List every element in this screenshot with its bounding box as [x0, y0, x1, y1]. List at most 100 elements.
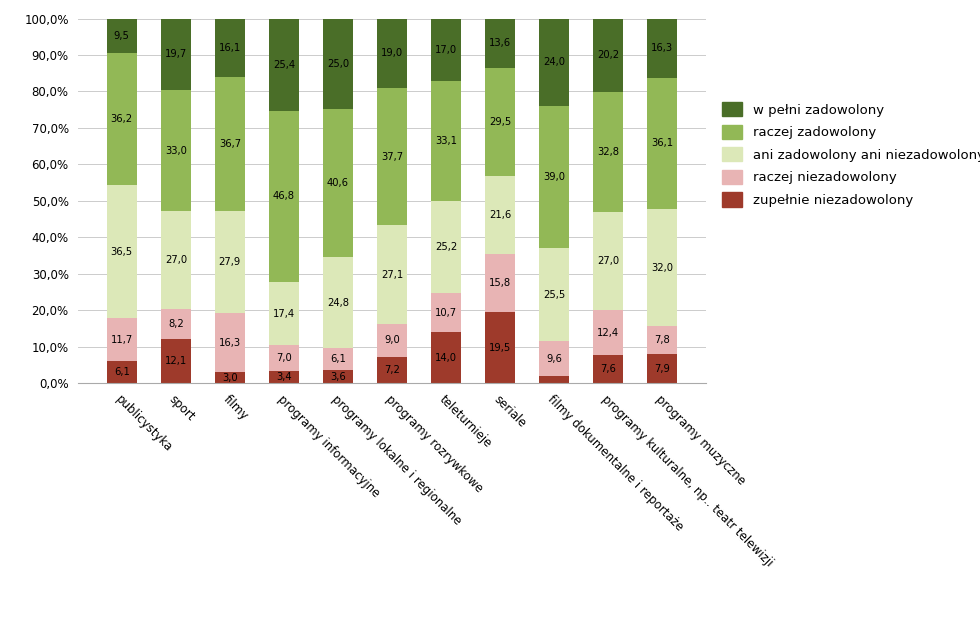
Bar	[431, 19, 461, 80]
Bar	[593, 92, 623, 212]
Bar	[539, 106, 569, 248]
Text: 7,0: 7,0	[276, 353, 292, 363]
Bar	[323, 109, 353, 257]
Bar	[270, 345, 299, 371]
Bar	[593, 212, 623, 310]
Text: 3,4: 3,4	[276, 372, 292, 382]
Text: 14,0: 14,0	[435, 353, 457, 363]
Text: 9,0: 9,0	[384, 336, 400, 345]
Text: 27,9: 27,9	[219, 257, 241, 267]
Bar	[485, 176, 514, 255]
Text: 7,8: 7,8	[655, 335, 670, 345]
Bar	[648, 18, 677, 78]
Bar	[539, 376, 569, 383]
Text: 36,2: 36,2	[111, 114, 133, 124]
Bar	[323, 18, 353, 109]
Text: 19,7: 19,7	[165, 49, 187, 59]
Text: 33,1: 33,1	[435, 136, 457, 146]
Bar	[107, 318, 136, 361]
Bar	[485, 255, 514, 312]
Bar	[215, 211, 245, 313]
Text: 7,9: 7,9	[655, 364, 670, 374]
Text: 25,0: 25,0	[327, 59, 349, 69]
Text: 19,0: 19,0	[381, 48, 403, 58]
Bar	[431, 293, 461, 332]
Bar	[215, 313, 245, 372]
Text: 37,7: 37,7	[381, 151, 403, 161]
Text: 3,6: 3,6	[330, 371, 346, 381]
Text: 25,5: 25,5	[543, 290, 565, 300]
Bar	[431, 332, 461, 383]
Text: 27,0: 27,0	[165, 255, 187, 265]
Text: 24,8: 24,8	[327, 298, 349, 308]
Bar	[270, 19, 299, 111]
Bar	[270, 282, 299, 345]
Bar	[323, 370, 353, 383]
Bar	[161, 90, 191, 211]
Text: 39,0: 39,0	[543, 172, 565, 182]
Text: 10,7: 10,7	[435, 308, 457, 318]
Text: 11,7: 11,7	[111, 334, 133, 345]
Bar	[593, 310, 623, 355]
Text: 16,1: 16,1	[219, 43, 241, 53]
Text: 36,7: 36,7	[219, 139, 241, 149]
Text: 46,8: 46,8	[272, 192, 295, 201]
Bar	[323, 348, 353, 370]
Bar	[539, 341, 569, 376]
Bar	[648, 78, 677, 210]
Text: 7,2: 7,2	[384, 365, 400, 375]
Text: 13,6: 13,6	[489, 38, 512, 48]
Text: 32,8: 32,8	[597, 147, 619, 157]
Text: 19,5: 19,5	[489, 342, 512, 353]
Bar	[270, 111, 299, 282]
Bar	[107, 185, 136, 318]
Text: 17,4: 17,4	[272, 308, 295, 318]
Text: 24,0: 24,0	[543, 57, 565, 67]
Text: 40,6: 40,6	[327, 179, 349, 188]
Bar	[431, 201, 461, 293]
Text: 8,2: 8,2	[168, 319, 183, 329]
Bar	[431, 80, 461, 201]
Bar	[485, 312, 514, 383]
Bar	[648, 326, 677, 354]
Text: 12,4: 12,4	[597, 328, 619, 338]
Bar	[107, 19, 136, 53]
Bar	[485, 19, 514, 68]
Bar	[161, 211, 191, 309]
Text: 9,5: 9,5	[114, 31, 129, 41]
Bar	[107, 361, 136, 383]
Text: 33,0: 33,0	[165, 145, 187, 156]
Text: 16,3: 16,3	[219, 337, 241, 347]
Text: 3,0: 3,0	[222, 373, 238, 383]
Text: 16,3: 16,3	[651, 43, 673, 53]
Bar	[215, 372, 245, 383]
Bar	[539, 19, 569, 106]
Bar	[377, 357, 407, 383]
Text: 12,1: 12,1	[165, 356, 187, 366]
Bar	[161, 339, 191, 383]
Text: 27,1: 27,1	[381, 269, 403, 280]
Text: 6,1: 6,1	[114, 367, 129, 377]
Text: 7,6: 7,6	[600, 364, 616, 375]
Bar	[161, 309, 191, 339]
Bar	[323, 257, 353, 348]
Bar	[539, 248, 569, 341]
Bar	[593, 355, 623, 383]
Bar	[485, 68, 514, 176]
Text: 6,1: 6,1	[330, 354, 346, 364]
Bar	[593, 19, 623, 92]
Text: 15,8: 15,8	[489, 278, 512, 288]
Text: 29,5: 29,5	[489, 117, 512, 127]
Text: 27,0: 27,0	[597, 256, 619, 266]
Text: 32,0: 32,0	[652, 263, 673, 273]
Text: 21,6: 21,6	[489, 210, 512, 220]
Text: 17,0: 17,0	[435, 44, 457, 54]
Bar	[270, 371, 299, 383]
Text: 20,2: 20,2	[597, 50, 619, 61]
Text: 36,5: 36,5	[111, 247, 133, 256]
Bar	[161, 19, 191, 90]
Bar	[377, 324, 407, 357]
Bar	[377, 226, 407, 324]
Bar	[648, 354, 677, 383]
Bar	[377, 88, 407, 226]
